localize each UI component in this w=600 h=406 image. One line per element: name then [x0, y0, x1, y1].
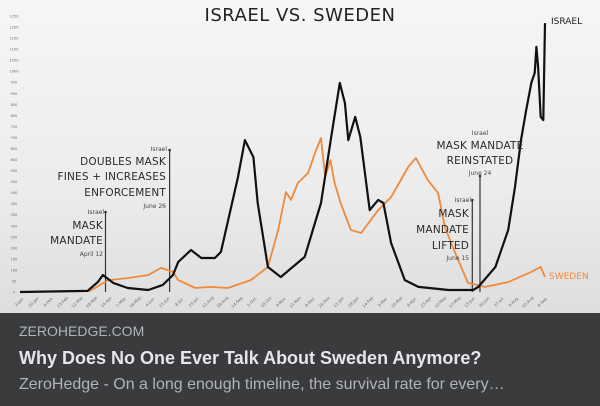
y-tick-label: 650 — [11, 147, 18, 151]
x-tick-label: 20-Jan — [27, 295, 40, 308]
chart-title: ISRAEL VS. SWEDEN — [204, 5, 396, 26]
y-tick-label: 200 — [11, 246, 18, 250]
link-title[interactable]: Why Does No One Ever Talk About Sweden A… — [19, 348, 482, 368]
y-tick-label: 750 — [11, 125, 18, 129]
y-tick-label: 100 — [11, 268, 18, 272]
israel-series-line — [19, 23, 547, 294]
annotation-date: April 12 — [79, 251, 103, 258]
israel-vs-sweden-chart: 0 50 100 150 200 250 300 350 400 450 500 550 600 650 7… — [10, 15, 549, 309]
x-tick-label: 6-Apr — [406, 296, 417, 307]
x-tick-label: 21-Nov — [288, 295, 302, 309]
x-tick-label: 27-May — [448, 294, 462, 308]
x-tick-label: 25-Jul — [187, 296, 199, 308]
sweden-series-label: SWEDEN — [549, 272, 589, 282]
y-tick-label: 0 — [13, 291, 15, 295]
y-tick-label: 550 — [11, 169, 18, 173]
y-tick-label: 1000 — [10, 70, 19, 74]
link-preview-card[interactable]: ZEROHEDGE.COM Why Does No One Ever Talk … — [0, 313, 600, 406]
x-tick-label: 1-Oct — [246, 296, 258, 308]
y-tick-label: 1250 — [10, 15, 19, 19]
annotation-text: LIFTED — [431, 240, 469, 252]
x-tick-label: 4-Nov — [275, 296, 287, 308]
y-tick-label: 1050 — [10, 59, 19, 63]
y-tick-label: 800 — [11, 114, 18, 118]
x-tick-label: 23-Feb — [56, 295, 69, 308]
x-tick-label: 6-Feb — [42, 296, 54, 308]
link-domain: ZEROHEDGE.COM — [19, 323, 145, 339]
y-tick-label: 1100 — [10, 48, 19, 52]
x-tick-label: 8-Dec — [304, 296, 316, 308]
x-tick-label: 11-Jan — [332, 295, 345, 308]
x-tick-label: 13-Jun — [463, 295, 476, 308]
x-tick-label: 11-Aug — [201, 295, 215, 309]
annotation-country: Israel — [454, 197, 471, 204]
y-tick-label: 600 — [11, 158, 18, 162]
annotation-text: MASK — [438, 208, 469, 220]
israel-series-label: ISRAEL — [551, 17, 583, 27]
y-tick-label: 300 — [11, 224, 18, 228]
x-tick-label: 28-Jan — [347, 295, 360, 308]
y-tick-label: 350 — [11, 213, 18, 217]
y-tick-label: 1200 — [10, 26, 19, 30]
x-tick-label: 18-May — [128, 294, 142, 308]
x-tick-label: 3-Jan — [13, 296, 24, 307]
x-tick-label: 1-May — [115, 295, 128, 308]
x-tick-label: 11-Mar — [70, 295, 84, 309]
y-tick-label: 950 — [11, 81, 18, 85]
y-tick-label: 50 — [12, 279, 16, 283]
y-tick-label: 150 — [11, 257, 18, 261]
link-description: ZeroHedge - On a long enough timeline, t… — [19, 376, 505, 393]
x-tick-label: 14-Sep — [230, 295, 244, 309]
annotation-date: June 26 — [143, 203, 166, 210]
annotation-text: MANDATE — [416, 224, 469, 236]
x-tick-label: 8-Jul — [174, 297, 184, 307]
y-tick-label: 850 — [11, 103, 18, 107]
y-tick-label: 900 — [11, 92, 18, 96]
annotation-marker-dot — [470, 198, 474, 202]
annotation-marker-dot — [168, 148, 171, 152]
y-tick-label: 500 — [11, 180, 18, 184]
annotation-text: DOUBLES MASK — [80, 156, 166, 168]
x-tick-label: 3-Aug — [507, 296, 519, 308]
annotation-country: Israel — [471, 130, 489, 137]
annotation-text: MASK MANDATE — [436, 140, 524, 152]
annotation-date: June 15 — [446, 255, 469, 262]
x-tick-label: 25-Dec — [317, 295, 331, 309]
y-tick-label: 700 — [11, 136, 18, 140]
annotation-text: ENFORCEMENT — [84, 187, 166, 199]
x-tick-label: 10-May — [433, 294, 447, 308]
annotation-date: June 24 — [468, 170, 492, 177]
x-tick-label: 23-Apr — [419, 295, 432, 308]
x-tick-label: 28-Aug — [216, 295, 230, 309]
x-tick-label: 3-Mar — [376, 296, 388, 308]
annotation-marker-dot — [478, 174, 482, 178]
y-tick-label: 250 — [11, 235, 18, 239]
x-tick-label: 14-Apr — [100, 295, 113, 308]
annotation-marker-dot — [104, 210, 107, 214]
annotation-text: FINES + INCREASES — [57, 171, 166, 183]
y-tick-label: 450 — [11, 191, 18, 195]
x-tick-label: 28-Mar — [85, 295, 99, 309]
annotation-country: Israel — [150, 146, 167, 153]
x-tick-label: 20-Aug — [521, 295, 535, 309]
x-tick-label: 14-Feb — [361, 295, 374, 308]
annotation-text: MASK — [72, 220, 103, 232]
x-tick-label: 6-Sep — [536, 296, 548, 308]
x-tick-label: 4-Jun — [144, 296, 155, 307]
annotation-text: MANDATE — [50, 235, 103, 247]
x-tick-label: 20-Mar — [390, 295, 404, 309]
x-tick-label: 17-Jul — [493, 296, 505, 308]
x-tick-label: 21-Jun — [158, 295, 171, 308]
x-tick-label: 30-Jun — [478, 295, 491, 308]
link-preview-image[interactable]: 0 50 100 150 200 250 300 350 400 450 500 550 600 650 7… — [0, 0, 600, 313]
annotation-country: Israel — [87, 209, 104, 216]
x-tick-label: 18-Oct — [259, 295, 272, 308]
annotation-text: REINSTATED — [446, 155, 514, 167]
y-tick-label: 400 — [11, 202, 18, 206]
y-tick-label: 1150 — [10, 37, 19, 41]
